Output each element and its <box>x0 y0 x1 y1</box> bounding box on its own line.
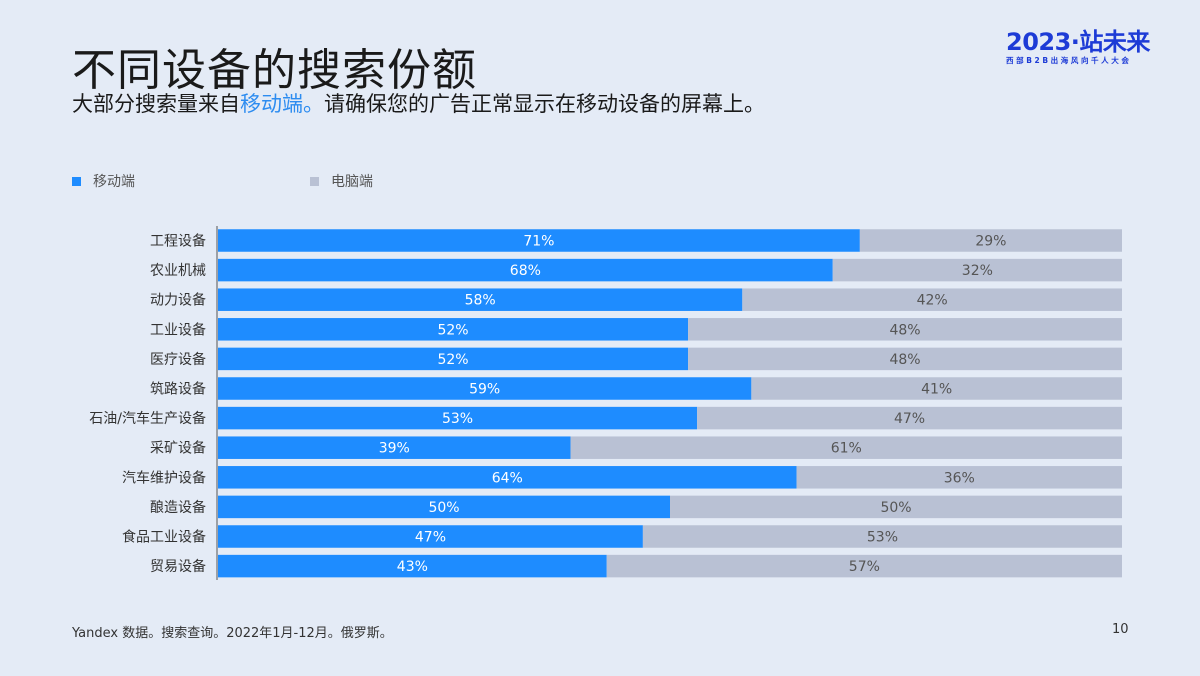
value-label-desktop: 32% <box>962 263 993 279</box>
value-label-desktop: 47% <box>894 411 925 427</box>
bar-mobile <box>218 258 833 282</box>
category-label: 农业机械 <box>150 263 206 279</box>
value-label-mobile: 68% <box>510 263 541 279</box>
value-label-desktop: 42% <box>917 293 948 309</box>
bar-desktop <box>688 347 1122 371</box>
bar-mobile <box>218 525 643 548</box>
page-subtitle: 大部分搜索量来自移动端。请确保您的广告正常显示在移动设备的屏幕上。 <box>72 88 765 118</box>
bar-desktop <box>688 318 1122 341</box>
category-label: 工程设备 <box>150 233 206 250</box>
bar-mobile <box>218 318 689 341</box>
bar-mobile <box>218 554 607 578</box>
value-label-mobile: 64% <box>492 470 523 486</box>
bar-mobile <box>218 436 571 459</box>
bar-mobile <box>218 347 689 371</box>
bar-mobile <box>218 495 670 519</box>
value-label-desktop: 29% <box>975 234 1006 250</box>
category-label: 汽车维护设备 <box>122 469 206 486</box>
logo-main-text: 2023·站未来 <box>1006 28 1150 56</box>
legend-swatch-desktop <box>310 177 319 186</box>
bar-desktop <box>751 377 1122 400</box>
value-label-mobile: 47% <box>415 530 446 546</box>
legend-label-desktop: 电脑端 <box>331 174 373 190</box>
bar-desktop <box>742 288 1122 311</box>
value-label-mobile: 59% <box>469 382 500 398</box>
bar-desktop <box>642 525 1122 548</box>
category-label: 采矿设备 <box>150 440 206 457</box>
category-label: 石油/汽车生产设备 <box>89 410 206 427</box>
value-label-desktop: 53% <box>867 530 898 546</box>
bar-desktop <box>670 495 1122 519</box>
category-label: 医疗设备 <box>150 351 206 368</box>
source-footnote: Yandex 数据。搜索查询。2022年1月-12月。俄罗斯。 <box>72 626 393 641</box>
logo-tagline: 西部B2B出海风向千人大会 <box>1006 56 1132 65</box>
bar-desktop <box>570 436 1122 459</box>
value-label-desktop: 48% <box>889 352 920 368</box>
subtitle-text-start: 大部分搜索量来自 <box>72 92 240 116</box>
bar-desktop <box>832 258 1122 282</box>
category-label: 筑路设备 <box>150 381 206 398</box>
value-label-mobile: 39% <box>379 441 410 457</box>
bar-desktop <box>796 466 1122 489</box>
page-title: 不同设备的搜索份额 <box>72 45 477 96</box>
bar-mobile <box>218 406 698 430</box>
value-label-mobile: 71% <box>523 234 554 250</box>
value-label-desktop: 57% <box>849 559 880 575</box>
event-logo: 2023·站未来 西部B2B出海风向千人大会 <box>1006 22 1166 66</box>
value-label-mobile: 52% <box>437 352 468 368</box>
bar-desktop <box>606 554 1122 578</box>
category-label: 工业设备 <box>150 321 206 338</box>
bar-desktop <box>697 406 1122 430</box>
value-label-desktop: 48% <box>889 322 920 338</box>
legend-swatch-mobile <box>72 177 81 186</box>
bar-desktop <box>859 229 1122 252</box>
value-label-mobile: 53% <box>442 411 473 427</box>
bar-mobile <box>218 288 743 311</box>
category-label: 贸易设备 <box>150 558 206 575</box>
value-label-desktop: 61% <box>831 441 862 457</box>
value-label-desktop: 36% <box>944 470 975 486</box>
page-number: 10 <box>1112 622 1129 637</box>
value-label-desktop: 41% <box>921 382 952 398</box>
value-label-mobile: 52% <box>437 322 468 338</box>
bar-mobile <box>218 377 752 400</box>
category-label: 酿造设备 <box>150 499 206 516</box>
bar-mobile <box>218 229 860 252</box>
value-label-mobile: 43% <box>397 559 428 575</box>
value-label-mobile: 50% <box>428 500 459 516</box>
legend-label-mobile: 移动端 <box>93 174 135 190</box>
value-label-desktop: 50% <box>880 500 911 516</box>
subtitle-highlight: 移动端。 <box>240 92 324 116</box>
value-label-mobile: 58% <box>465 293 496 309</box>
subtitle-text-end: 请确保您的广告正常显示在移动设备的屏幕上。 <box>324 92 765 116</box>
bar-mobile <box>218 466 797 489</box>
category-label: 食品工业设备 <box>122 529 206 546</box>
category-label: 动力设备 <box>150 292 206 309</box>
